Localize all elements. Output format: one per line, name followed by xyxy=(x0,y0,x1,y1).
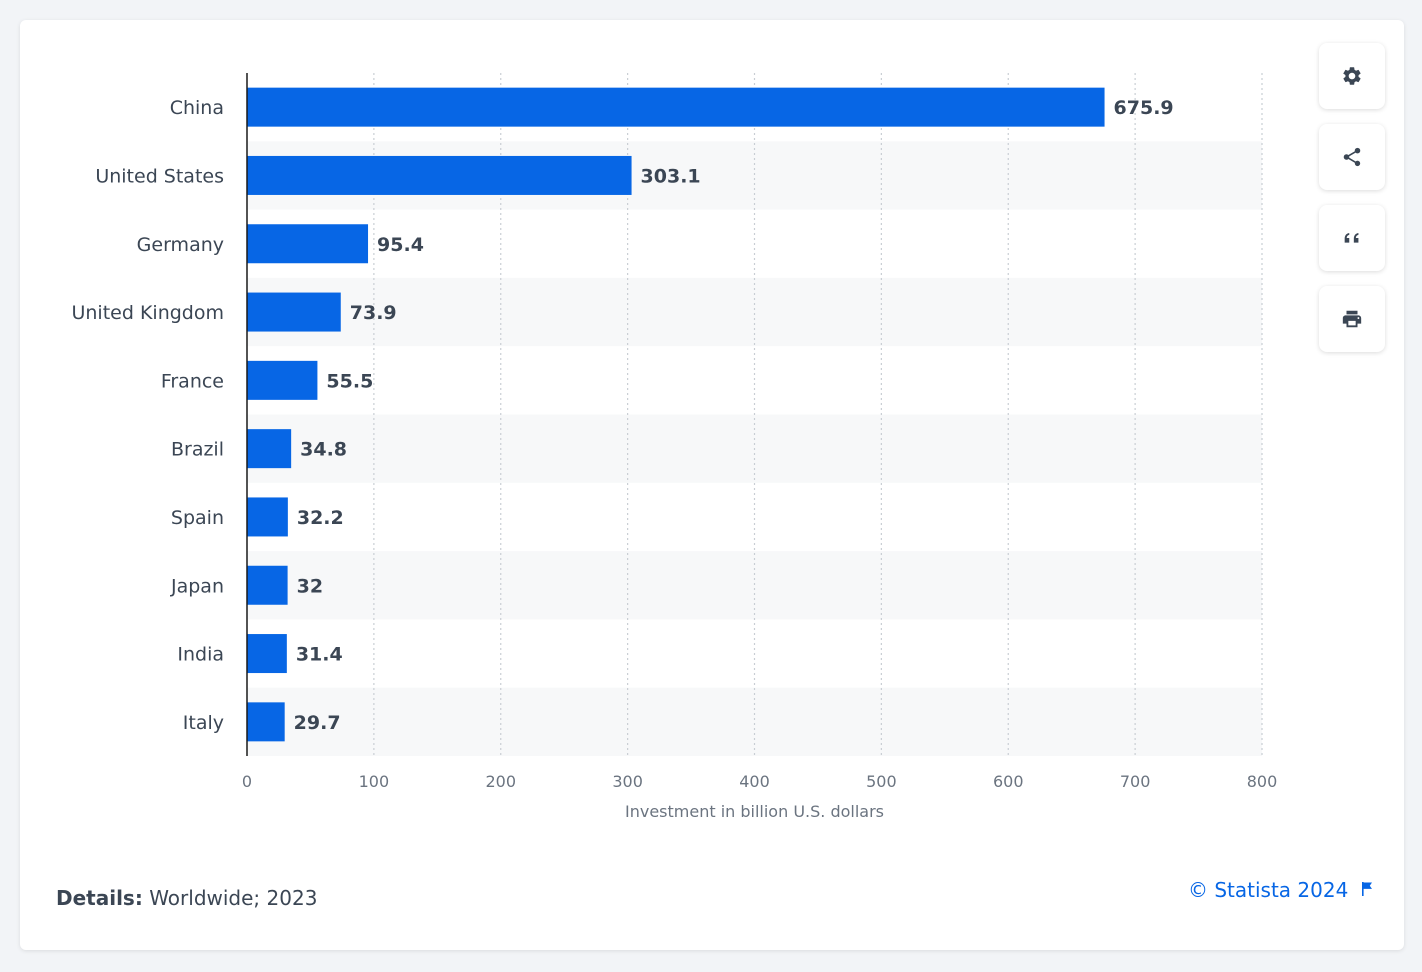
x-axis-title: Investment in billion U.S. dollars xyxy=(625,802,884,821)
cite-button[interactable] xyxy=(1319,205,1385,271)
value-label: 73.9 xyxy=(350,302,397,324)
bar[interactable] xyxy=(247,155,632,195)
bar[interactable] xyxy=(247,565,288,605)
details-text: Details: Worldwide; 2023 xyxy=(56,886,317,910)
value-label: 32.2 xyxy=(297,507,344,529)
details-value: Worldwide; 2023 xyxy=(142,886,318,910)
flag-icon[interactable] xyxy=(1360,878,1374,902)
bar[interactable] xyxy=(247,429,292,469)
category-label: Japan xyxy=(170,575,224,597)
settings-button[interactable] xyxy=(1319,43,1385,109)
x-tick-label: 200 xyxy=(485,772,516,791)
category-label: France xyxy=(161,370,224,392)
category-label: Italy xyxy=(183,712,224,734)
category-label: Spain xyxy=(171,507,224,529)
value-label: 675.9 xyxy=(1114,97,1174,119)
x-tick-label: 100 xyxy=(359,772,390,791)
chart-card: China 675.9 United States 303.1 Germany 95.4 U… xyxy=(20,20,1404,950)
copyright-text: © Statista 2024 xyxy=(1188,878,1349,902)
bar[interactable] xyxy=(247,702,285,742)
row-band xyxy=(247,687,1262,756)
x-tick-label: 800 xyxy=(1247,772,1278,791)
quote-icon xyxy=(1344,232,1359,243)
x-tick-label: 500 xyxy=(866,772,897,791)
category-label: China xyxy=(170,97,224,119)
print-button[interactable] xyxy=(1319,286,1385,352)
share-icon xyxy=(1343,147,1361,167)
details-label: Details: xyxy=(56,886,143,910)
value-label: 29.7 xyxy=(294,712,341,734)
bar[interactable] xyxy=(247,497,288,537)
value-label: 303.1 xyxy=(641,165,701,187)
value-label: 32 xyxy=(297,575,323,597)
category-label: India xyxy=(177,644,224,666)
bar[interactable] xyxy=(247,87,1105,127)
gear-icon xyxy=(1343,67,1361,85)
value-label: 31.4 xyxy=(296,644,343,666)
value-label: 34.8 xyxy=(300,439,347,461)
value-label: 95.4 xyxy=(377,234,424,256)
bar[interactable] xyxy=(247,360,318,400)
bar-chart: China 675.9 United States 303.1 Germany 95.4 U… xyxy=(71,73,1278,821)
bar[interactable] xyxy=(247,292,341,332)
share-button[interactable] xyxy=(1319,124,1385,190)
category-label: United Kingdom xyxy=(71,302,224,324)
bar[interactable] xyxy=(247,224,369,264)
x-tick-label: 400 xyxy=(739,772,770,791)
x-tick-label: 700 xyxy=(1120,772,1151,791)
copyright-link[interactable]: © Statista 2024 xyxy=(1188,878,1374,902)
value-label: 55.5 xyxy=(326,370,373,392)
x-tick-label: 300 xyxy=(612,772,643,791)
bar[interactable] xyxy=(247,634,287,674)
x-tick-label: 0 xyxy=(242,772,252,791)
x-tick-label: 600 xyxy=(993,772,1024,791)
print-icon xyxy=(1342,310,1362,328)
category-label: Germany xyxy=(137,234,224,256)
category-label: Brazil xyxy=(171,439,224,461)
category-label: United States xyxy=(95,165,224,187)
